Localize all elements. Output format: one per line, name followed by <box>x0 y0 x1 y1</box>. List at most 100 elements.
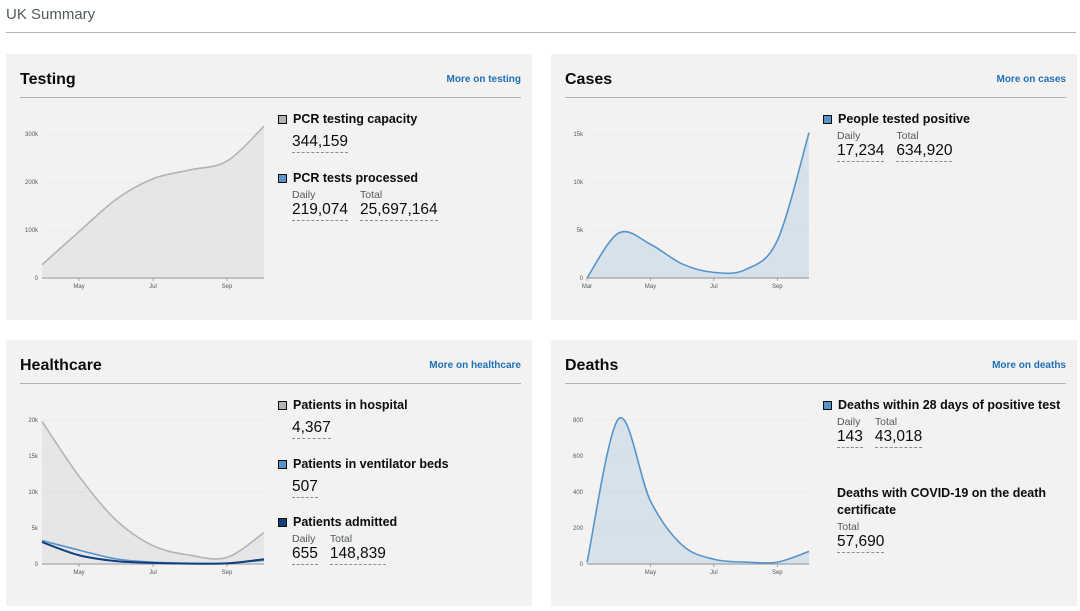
deaths-28-days-total-label: Total <box>874 416 898 428</box>
more-on-healthcare-link[interactable]: More on healthcare <box>429 360 521 371</box>
series-line <box>41 541 265 565</box>
y-tick-label: 600 <box>573 454 584 460</box>
pcr-processed-metric: PCR tests processed Daily 219,074 Total 25… <box>278 170 438 221</box>
square-blue-icon <box>278 460 287 469</box>
more-on-deaths-link[interactable]: More on deaths <box>992 360 1066 371</box>
tested-positive-daily-value[interactable]: 17,234 <box>837 142 885 162</box>
pcr-processed-total-label: Total <box>360 189 383 201</box>
series-area <box>42 126 264 278</box>
patients-in-hospital-value[interactable]: 4,367 <box>292 419 331 439</box>
x-tick-label: May <box>645 570 656 576</box>
y-tick-label: 0 <box>580 562 584 568</box>
series-line <box>41 420 265 560</box>
cases-card-title: Cases <box>565 71 613 88</box>
x-tick-label: Jul <box>710 284 718 290</box>
healthcare-card: Healthcare More on healthcare 0 5k 10k 15k 2… <box>6 340 532 606</box>
series-area <box>587 132 809 278</box>
cases-chart: 0 5k 10k 15k Mar May Jul Sep <box>573 132 810 290</box>
deaths-28-days-total-value[interactable]: 43,018 <box>874 428 923 448</box>
healthcare-card-title: Healthcare <box>20 357 102 374</box>
square-dark-blue-icon <box>278 518 287 527</box>
x-tick-label: Mar <box>582 284 592 290</box>
series-line <box>41 125 265 266</box>
y-tick-label: 200k <box>25 180 39 186</box>
deaths-card: Deaths More on deaths 0 200 400 600 800 May Ju… <box>551 340 1077 606</box>
cases-card: Cases More on cases 0 5k 10k 15k Mar May Jul Se… <box>551 54 1077 320</box>
patients-admitted-daily-label: Daily <box>292 533 316 545</box>
patients-admitted-metric: Patients admitted Daily 655 Total 148,839 <box>278 514 397 565</box>
y-tick-label: 10k <box>573 180 584 186</box>
testing-card-divider <box>20 97 521 98</box>
tested-positive-total-value[interactable]: 634,920 <box>896 142 953 162</box>
tested-positive-metric: People tested positive Daily 17,234 Total… <box>823 111 970 162</box>
y-tick-label: 100k <box>25 228 39 234</box>
x-tick-label: Jul <box>149 284 157 290</box>
square-blue-icon <box>823 401 832 410</box>
y-tick-label: 5k <box>577 228 584 234</box>
deaths-28-days-daily-label: Daily <box>837 416 861 428</box>
healthcare-card-divider <box>20 383 521 384</box>
tested-positive-total-label: Total <box>896 130 919 142</box>
x-tick-label: May <box>73 570 84 576</box>
death-certificate-total-value[interactable]: 57,690 <box>837 533 885 553</box>
patients-in-hospital-label: Patients in hospital <box>293 398 408 412</box>
testing-chart: 0 100k 200k 300k May Jul Sep <box>25 125 265 290</box>
death-certificate-metric: Deaths with COVID-19 on the death certif… <box>837 485 1065 553</box>
patients-admitted-total-value[interactable]: 148,839 <box>329 545 386 565</box>
more-on-cases-link[interactable]: More on cases <box>996 74 1066 85</box>
y-tick-label: 15k <box>573 132 584 138</box>
patients-admitted-daily-value[interactable]: 655 <box>292 545 318 565</box>
deaths-28-days-label: Deaths within 28 days of positive test <box>838 398 1061 412</box>
pcr-capacity-label: PCR testing capacity <box>293 112 418 126</box>
pcr-processed-total-value[interactable]: 25,697,164 <box>360 201 438 221</box>
x-tick-label: Sep <box>222 570 233 576</box>
series-area <box>587 417 809 564</box>
deaths-28-days-metric: Deaths within 28 days of positive test D… <box>823 397 1063 448</box>
healthcare-chart: 0 5k 10k 15k 20k May Jul Sep <box>28 418 265 576</box>
x-tick-label: May <box>645 284 656 290</box>
patients-admitted-label: Patients admitted <box>293 515 398 529</box>
page-heading: UK Summary <box>6 6 96 23</box>
x-tick-label: Sep <box>772 570 783 576</box>
y-tick-label: 0 <box>35 562 39 568</box>
ventilator-beds-value[interactable]: 507 <box>292 478 318 498</box>
pcr-capacity-value[interactable]: 344,159 <box>292 133 349 153</box>
y-tick-label: 5k <box>32 526 39 532</box>
series-area <box>42 421 264 564</box>
x-tick-label: Jul <box>710 570 718 576</box>
cases-card-divider <box>565 97 1066 98</box>
tested-positive-label: People tested positive <box>838 112 970 126</box>
y-tick-label: 800 <box>573 418 584 424</box>
square-blue-icon <box>823 115 832 124</box>
patients-admitted-total-label: Total <box>329 533 353 545</box>
more-on-testing-link[interactable]: More on testing <box>446 74 521 85</box>
deaths-card-title: Deaths <box>565 357 619 374</box>
y-tick-label: 10k <box>28 490 39 496</box>
page-heading-divider <box>6 32 1076 33</box>
patients-in-hospital-metric: Patients in hospital 4,367 <box>278 397 408 439</box>
pcr-processed-label: PCR tests processed <box>293 171 419 185</box>
y-tick-label: 0 <box>35 276 39 282</box>
square-grey-icon <box>278 401 287 410</box>
ventilator-beds-label: Patients in ventilator beds <box>293 457 449 471</box>
pcr-processed-daily-value[interactable]: 219,074 <box>292 201 349 221</box>
deaths-card-divider <box>565 383 1066 384</box>
x-tick-label: Sep <box>772 284 783 290</box>
y-tick-label: 15k <box>28 454 39 460</box>
death-certificate-label: Deaths with COVID-19 on the death certif… <box>837 486 1047 517</box>
y-tick-label: 400 <box>573 490 584 496</box>
pcr-processed-daily-label: Daily <box>292 189 316 201</box>
testing-card: Testing More on testing 0 100k 200k 300k May… <box>6 54 532 320</box>
square-blue-icon <box>278 174 287 183</box>
y-tick-label: 300k <box>25 132 39 138</box>
deaths-chart: 0 200 400 600 800 May Jul Sep <box>573 417 810 576</box>
ventilator-beds-metric: Patients in ventilator beds 507 <box>278 456 449 498</box>
tested-positive-daily-label: Daily <box>837 130 861 142</box>
y-tick-label: 200 <box>573 526 584 532</box>
x-tick-label: Sep <box>222 284 233 290</box>
y-tick-label: 0 <box>580 276 584 282</box>
death-certificate-total-label: Total <box>837 521 860 533</box>
testing-card-title: Testing <box>20 71 76 88</box>
square-grey-icon <box>278 115 287 124</box>
deaths-28-days-daily-value[interactable]: 143 <box>837 428 863 448</box>
